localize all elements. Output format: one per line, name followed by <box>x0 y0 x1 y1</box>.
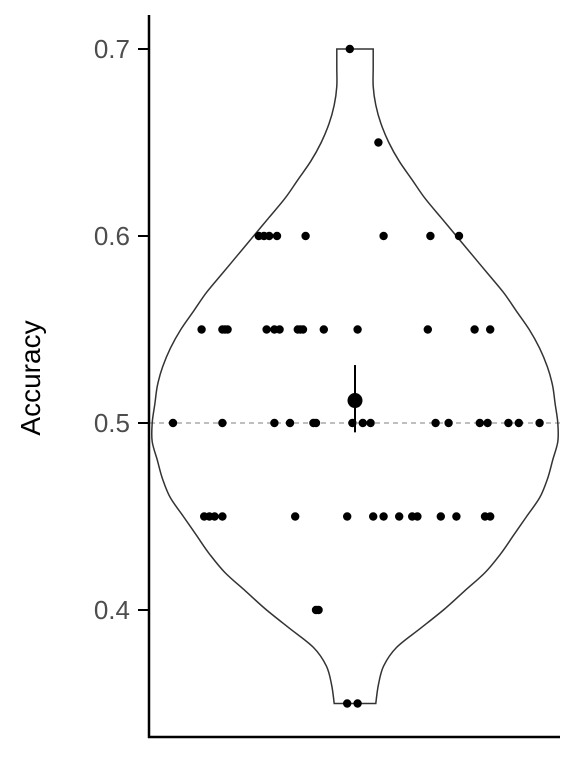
data-point <box>197 325 206 334</box>
data-point <box>431 418 440 428</box>
y-tick-label: 0.6 <box>94 221 130 251</box>
data-point <box>343 699 352 708</box>
mean-summary <box>347 365 363 433</box>
data-point <box>353 699 362 708</box>
data-point <box>319 325 328 334</box>
data-point <box>514 418 523 428</box>
data-point <box>486 325 495 334</box>
data-point <box>265 231 274 241</box>
data-point <box>379 231 388 241</box>
data-point <box>301 231 310 241</box>
data-point <box>374 138 383 147</box>
data-point <box>291 512 300 521</box>
data-point <box>454 231 464 241</box>
data-point <box>395 512 404 521</box>
y-tick-label: 0.4 <box>94 595 130 625</box>
y-tick-label: 0.7 <box>94 34 130 64</box>
data-point <box>436 512 445 521</box>
data-point <box>444 418 453 428</box>
data-point <box>423 325 432 334</box>
data-points <box>168 44 544 708</box>
data-point <box>535 418 544 428</box>
data-point <box>168 418 178 428</box>
y-axis-title: Accuracy <box>15 320 46 435</box>
data-point <box>311 418 321 428</box>
axes <box>147 15 560 739</box>
data-point <box>218 418 227 428</box>
data-point <box>298 325 308 334</box>
data-point <box>452 512 461 521</box>
data-point <box>475 418 484 428</box>
data-point <box>275 325 284 334</box>
data-point <box>285 418 295 428</box>
data-point <box>470 325 479 334</box>
data-point <box>210 512 219 521</box>
violin-layer <box>150 48 560 705</box>
violin-outline <box>150 48 560 705</box>
data-point <box>358 418 367 428</box>
data-point <box>272 231 282 241</box>
data-point <box>343 512 352 521</box>
data-point <box>483 418 492 428</box>
data-point <box>353 325 362 334</box>
data-point <box>426 231 435 241</box>
mean-point <box>347 393 363 409</box>
data-point <box>413 512 422 521</box>
data-point <box>345 44 354 54</box>
data-point <box>270 418 279 428</box>
data-point <box>262 325 271 334</box>
y-axis-ticks: 0.4 0.5 0.6 0.7 <box>94 34 149 625</box>
data-point <box>504 418 513 428</box>
data-point <box>218 512 227 521</box>
data-point <box>486 512 495 521</box>
data-point <box>314 605 323 615</box>
data-point <box>366 418 375 428</box>
y-tick-label: 0.5 <box>94 408 130 438</box>
data-point <box>223 325 232 334</box>
data-point <box>369 512 378 521</box>
data-point <box>379 512 388 521</box>
